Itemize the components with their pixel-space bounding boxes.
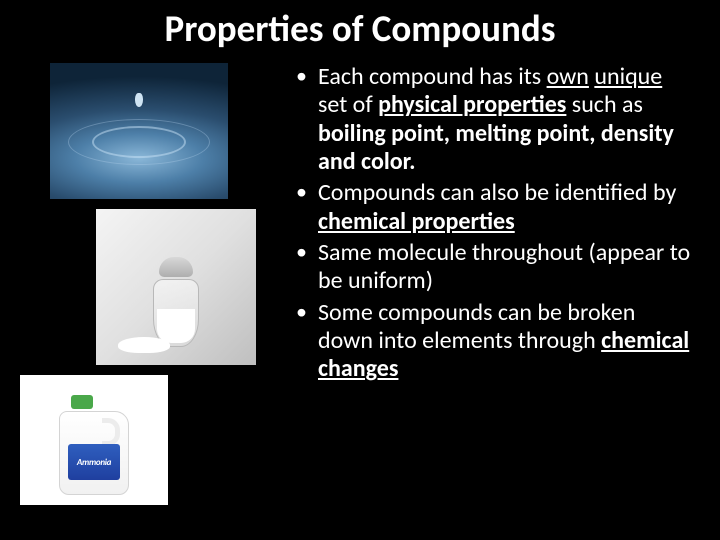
- content-row: Ammonia Each compound has its own unique…: [0, 51, 720, 505]
- text-run: Same molecule throughout (appear to be u…: [318, 238, 690, 295]
- text-run: physical properties: [378, 90, 566, 119]
- ammonia-image: Ammonia: [20, 375, 168, 505]
- bullet-item: Each compound has its own unique set of …: [296, 63, 694, 176]
- image-column: Ammonia: [20, 63, 260, 505]
- slide: Properties of Compounds A: [0, 0, 720, 540]
- water-drop-icon: [135, 93, 143, 107]
- bullet-item: Some compounds can be broken down into e…: [296, 299, 694, 384]
- text-run: Some compounds can be broken down into e…: [318, 298, 635, 355]
- text-run: Compounds can also be identified by: [318, 178, 676, 207]
- text-run: own: [547, 62, 589, 91]
- salt-image: [96, 209, 256, 365]
- bullet-item: Compounds can also be identified by chem…: [296, 179, 694, 236]
- ammonia-label-text: Ammonia: [77, 457, 111, 468]
- text-run: such as: [566, 90, 643, 119]
- text-run: Each compound has its: [318, 62, 547, 91]
- bullet-item: Same molecule throughout (appear to be u…: [296, 239, 694, 296]
- text-run: set of: [318, 90, 378, 119]
- text-run: boiling point, melting point, density an…: [318, 119, 674, 176]
- ammonia-jug-icon: Ammonia: [59, 395, 129, 495]
- salt-shaker-icon: [151, 257, 201, 347]
- text-run: chemical properties: [318, 207, 515, 236]
- bullet-list: Each compound has its own unique set of …: [260, 63, 700, 505]
- water-image: [50, 63, 228, 199]
- slide-title: Properties of Compounds: [0, 0, 720, 51]
- text-run: unique: [594, 62, 662, 91]
